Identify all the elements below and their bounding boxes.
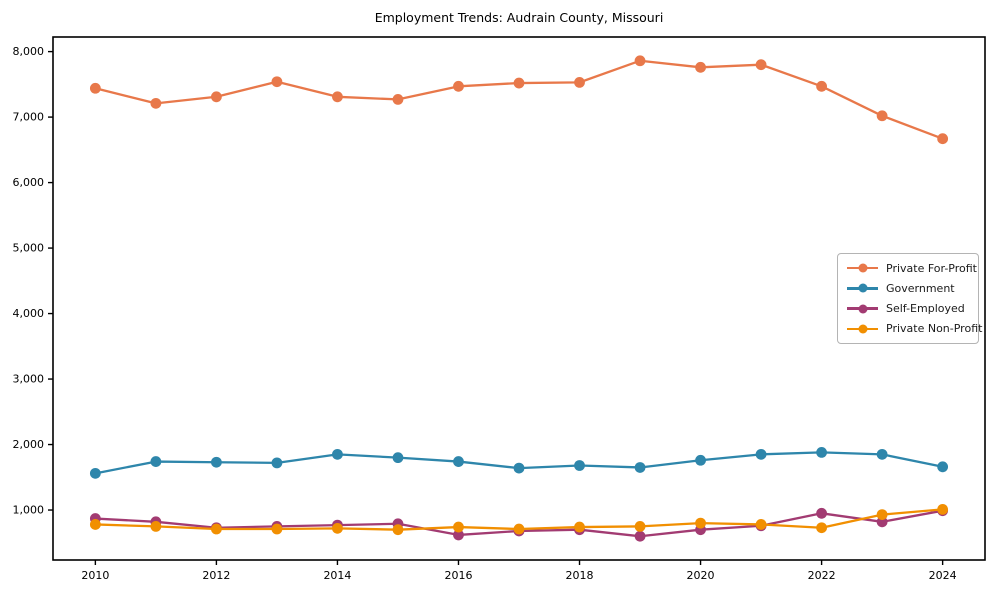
legend-marker-dot (858, 283, 867, 293)
x-tick-label: 2012 (202, 569, 230, 582)
x-axis: 2010 2012 2014 2016 2018 2020 2022 2024 (81, 560, 957, 582)
y-tick-label: 6,000 (13, 176, 45, 189)
legend-line-sample (847, 263, 878, 273)
data-point-government (271, 457, 283, 469)
data-point-private-non-profit (332, 522, 343, 534)
data-point-private-non-profit (876, 509, 888, 521)
y-tick-label: 1,000 (13, 504, 45, 517)
legend-marker-dot (858, 263, 867, 273)
data-point-self-employed (453, 529, 464, 541)
chart-title: Employment Trends: Audrain County, Misso… (374, 10, 664, 25)
legend-marker-dot (858, 324, 867, 334)
data-point-private-for-profit (332, 91, 343, 103)
legend-item-label: Self-Employed (886, 302, 965, 316)
legend-marker-dot (858, 304, 867, 314)
legend-item-label: Private For-Profit (886, 261, 977, 275)
legend-line-sample (847, 324, 878, 334)
series-private-for-profit (89, 55, 949, 145)
data-point-government (937, 461, 949, 473)
y-tick-label: 5,000 (13, 242, 45, 255)
data-point-self-employed (634, 530, 646, 542)
data-point-self-employed (816, 507, 827, 519)
data-point-private-non-profit (634, 521, 646, 532)
data-point-private-for-profit (937, 133, 949, 145)
y-tick-label: 3,000 (13, 373, 45, 386)
data-point-private-for-profit (755, 59, 767, 71)
legend-item-private-for-profit: Private For-Profit (847, 258, 977, 278)
legend-item-self-employed: Self-Employed (847, 299, 972, 319)
legend: Private For-Profit Government Self-Emplo… (837, 253, 982, 344)
data-point-private-non-profit (574, 521, 585, 533)
data-point-private-for-profit (150, 97, 162, 109)
data-point-private-for-profit (816, 80, 827, 92)
data-point-government (876, 448, 888, 460)
series-private-non-profit (89, 503, 949, 536)
x-tick-label: 2020 (687, 569, 715, 582)
data-point-private-for-profit (89, 82, 101, 94)
x-tick-label: 2024 (929, 569, 957, 582)
series-government (89, 447, 949, 479)
data-point-private-non-profit (816, 522, 827, 534)
data-point-private-non-profit (937, 503, 949, 515)
data-point-private-non-profit (695, 517, 706, 529)
data-point-private-for-profit (211, 91, 222, 103)
data-point-government (816, 447, 827, 458)
data-point-government (695, 454, 706, 466)
plot-border (52, 36, 986, 561)
legend-item-label: Private Non-Profit (886, 322, 983, 336)
data-point-private-for-profit (634, 55, 646, 67)
y-tick-label: 7,000 (13, 111, 45, 124)
data-point-private-non-profit (513, 523, 525, 535)
data-point-private-non-profit (211, 523, 222, 535)
legend-item-private-non-profit: Private Non-Profit (847, 319, 982, 339)
x-tick-label: 2022 (808, 569, 836, 582)
data-point-private-for-profit (876, 110, 888, 122)
data-point-private-for-profit (392, 94, 404, 105)
data-point-private-non-profit (755, 519, 767, 530)
x-tick-label: 2010 (81, 569, 109, 582)
data-point-government (332, 448, 343, 460)
data-point-government (634, 462, 646, 473)
data-point-government (453, 456, 464, 467)
data-point-government (89, 467, 101, 479)
x-tick-label: 2016 (444, 569, 472, 582)
y-axis: 1,000 2,000 3,000 4,000 5,000 6,000 7,000 8,000 (13, 45, 53, 517)
data-point-private-for-profit (271, 76, 283, 88)
data-point-private-non-profit (271, 523, 283, 535)
legend-line-sample (847, 304, 878, 314)
legend-line-sample (847, 283, 878, 293)
legend-item-label: Government (886, 281, 955, 295)
x-tick-label: 2014 (323, 569, 351, 582)
data-point-government (513, 462, 525, 474)
data-point-private-for-profit (574, 76, 585, 88)
data-point-government (211, 456, 222, 468)
series-line-private-for-profit (94, 59, 944, 140)
legend-item-government: Government (847, 278, 972, 298)
data-point-government (392, 452, 404, 464)
data-point-private-non-profit (453, 521, 464, 533)
data-point-private-for-profit (695, 61, 706, 73)
data-point-private-non-profit (150, 521, 162, 532)
data-point-private-non-profit (89, 519, 101, 530)
data-point-private-for-profit (453, 80, 464, 92)
data-point-private-non-profit (392, 524, 404, 536)
data-point-government (150, 456, 162, 467)
data-point-government (755, 448, 767, 460)
x-tick-label: 2018 (566, 569, 594, 582)
data-point-private-for-profit (513, 77, 525, 89)
y-tick-label: 2,000 (13, 438, 45, 451)
y-tick-label: 4,000 (13, 307, 45, 320)
y-tick-label: 8,000 (13, 45, 45, 58)
data-point-government (574, 460, 585, 471)
